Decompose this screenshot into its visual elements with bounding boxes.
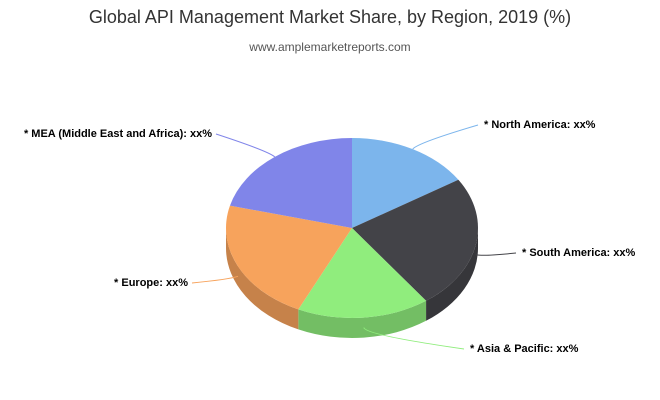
leader-line bbox=[412, 124, 479, 150]
pie-slice-side bbox=[426, 228, 478, 321]
pie-slice-side bbox=[226, 228, 299, 330]
pie-slice bbox=[352, 138, 459, 228]
pie-slice bbox=[298, 228, 427, 319]
data-label: * North America: xx% bbox=[484, 119, 596, 131]
data-label: * MEA (Middle East and Africa): xx% bbox=[24, 128, 212, 140]
pie-slice-side bbox=[298, 300, 427, 339]
leader-line bbox=[363, 327, 465, 350]
pie-slice bbox=[229, 138, 352, 228]
data-label: * South America: xx% bbox=[522, 247, 636, 259]
pie-slice bbox=[352, 179, 479, 301]
data-label: * Asia & Pacific: xx% bbox=[470, 343, 579, 355]
chart-title: Global API Management Market Share, by R… bbox=[89, 7, 571, 27]
leader-line bbox=[215, 133, 276, 158]
leader-line bbox=[475, 252, 517, 256]
pie-slice bbox=[226, 205, 352, 310]
leader-line bbox=[191, 275, 239, 284]
data-label: * Europe: xx% bbox=[114, 277, 188, 289]
chart-subtitle: www.amplemarketreports.com bbox=[248, 40, 410, 54]
